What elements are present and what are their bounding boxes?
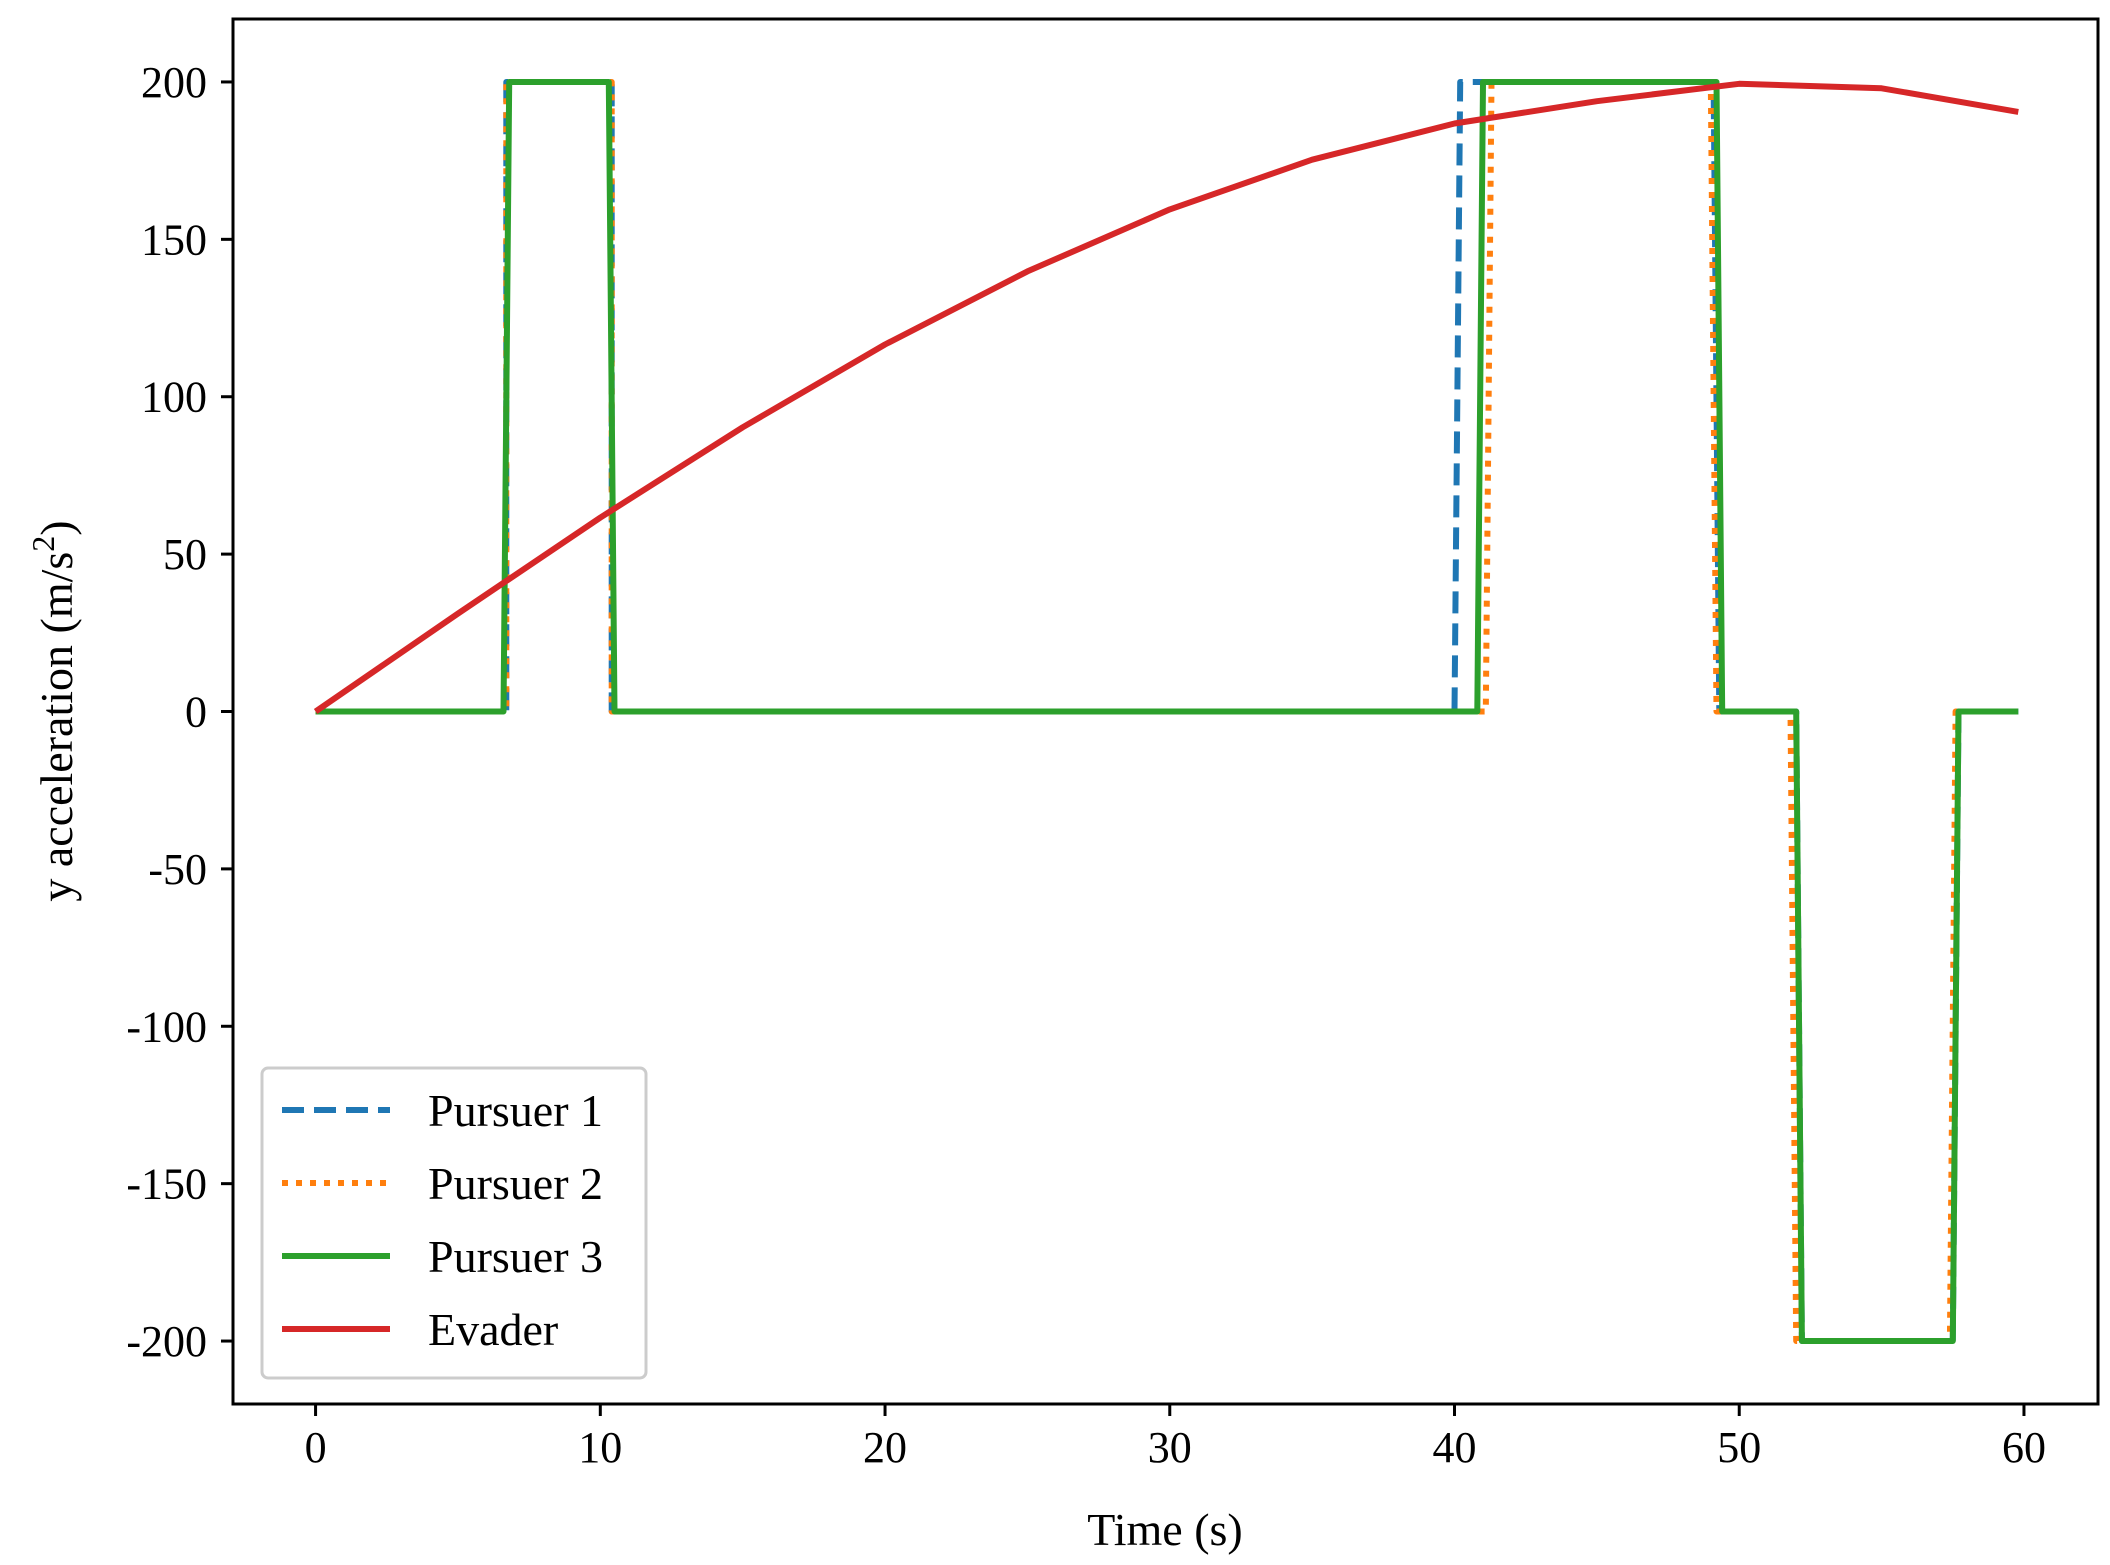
x-tick-label: 20 xyxy=(863,1423,907,1472)
legend-entries: Pursuer 1 Pursuer 2 Pursuer 3 Evader xyxy=(282,1085,603,1355)
y-axis-label: y acceleration (m/s2) xyxy=(25,520,82,901)
x-axis-ticks: 0 10 20 30 40 50 60 xyxy=(305,1404,2046,1472)
x-tick-label: 50 xyxy=(1717,1423,1761,1472)
legend: Pursuer 1 Pursuer 2 Pursuer 3 Evader xyxy=(260,1066,648,1380)
y-tick-label: 150 xyxy=(141,215,207,264)
legend-box xyxy=(260,1066,648,1380)
y-tick-label: -200 xyxy=(126,1317,207,1366)
y-axis-ticks: -200 -150 -100 -50 0 50 100 150 200 xyxy=(126,58,233,1366)
x-tick-label: 60 xyxy=(2002,1423,2046,1472)
y-axis-label-close: ) xyxy=(31,520,82,535)
y-tick-label: -150 xyxy=(126,1160,207,1209)
y-tick-label: 0 xyxy=(185,688,207,737)
series-line-pursuer-3 xyxy=(315,79,2019,1344)
series-layer xyxy=(313,79,2019,1344)
x-tick-label: 0 xyxy=(305,1423,327,1472)
legend-label: Pursuer 1 xyxy=(428,1085,603,1136)
x-tick-label: 30 xyxy=(1148,1423,1192,1472)
legend-label: Pursuer 3 xyxy=(428,1231,603,1282)
legend-label: Evader xyxy=(428,1304,558,1355)
x-axis-label: Time (s) xyxy=(1087,1504,1243,1555)
y-axis-label-superscript: 2 xyxy=(25,536,61,552)
y-tick-label: 100 xyxy=(141,373,207,422)
y-axis-label-main: y acceleration (m/s xyxy=(31,552,82,902)
y-tick-label: 50 xyxy=(163,530,207,579)
y-tick-label: 200 xyxy=(141,58,207,107)
x-tick-label: 40 xyxy=(1433,1423,1477,1472)
legend-label: Pursuer 2 xyxy=(428,1158,603,1209)
x-tick-label: 10 xyxy=(578,1423,622,1472)
y-tick-label: -100 xyxy=(126,1002,207,1051)
y-tick-label: -50 xyxy=(148,845,207,894)
series-line-evader xyxy=(313,80,2019,714)
